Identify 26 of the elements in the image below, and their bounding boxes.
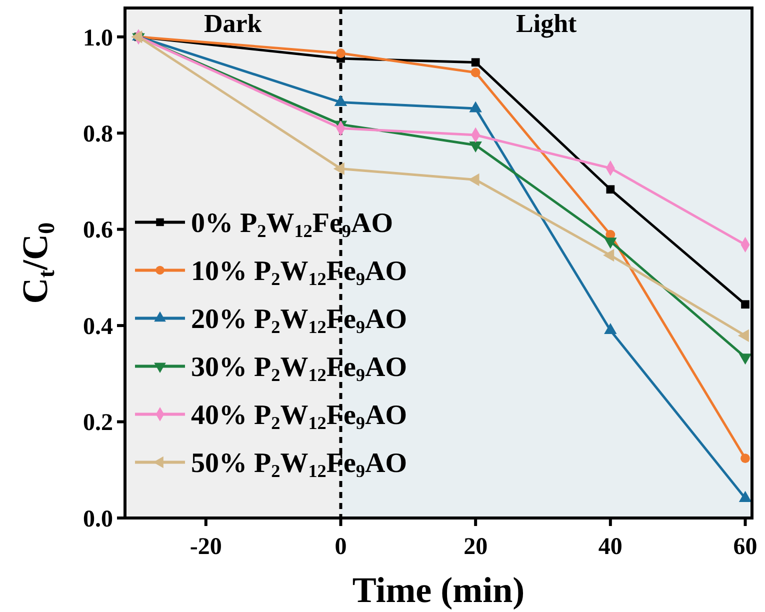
x-axis-title: Time (min)	[352, 570, 525, 610]
y-tick-label: 0.0	[83, 506, 113, 532]
point	[470, 68, 480, 78]
x-tick-label: -20	[190, 534, 222, 560]
legend-label: 0% P$_{2}$W$_{12}$Fe$_{9}$AO	[191, 208, 394, 242]
legend-label: 10% P$_{2}$W$_{12}$Fe$_{9}$AO	[191, 256, 408, 290]
point	[740, 454, 750, 464]
y-tick-label: 0.4	[83, 314, 113, 340]
y-tick-label: 0.6	[83, 218, 113, 244]
point	[336, 48, 346, 58]
y-tick-label: 1.0	[83, 25, 113, 52]
point	[741, 300, 750, 309]
x-tick-label: 60	[733, 534, 758, 560]
point	[471, 58, 480, 67]
legend-label: 20% P$_{2}$W$_{12}$Fe$_{9}$AO	[191, 304, 408, 338]
point	[606, 185, 615, 194]
legend-label: 40% P$_{2}$W$_{12}$Fe$_{9}$AO	[191, 400, 408, 434]
legend-label: 30% P$_{2}$W$_{12}$Fe$_{9}$AO	[191, 352, 408, 386]
y-tick-label: 0.2	[83, 410, 113, 436]
band-label: Dark	[204, 9, 262, 38]
x-tick-label: 40	[598, 534, 622, 560]
x-tick-label: 0	[334, 534, 347, 560]
legend-label: 50% P$_{2}$W$_{12}$Fe$_{9}$AO	[191, 448, 408, 482]
x-tick-label: 20	[464, 534, 488, 560]
band-label: Light	[516, 9, 578, 38]
y-tick-label: 0.8	[83, 121, 113, 148]
